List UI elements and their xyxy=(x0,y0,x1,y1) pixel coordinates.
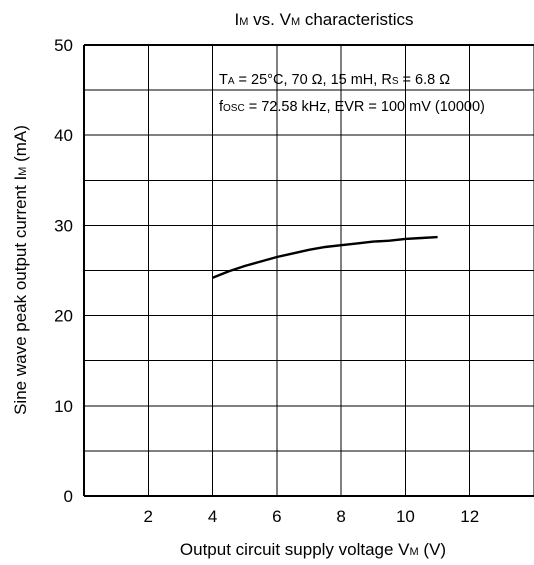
x-tick-label: 2 xyxy=(144,507,153,526)
y-tick-label: 50 xyxy=(54,36,73,55)
x-tick-label: 12 xyxy=(460,507,479,526)
annotation-line-1: TA = 25°C, 70 Ω, 15 mH, RS = 6.8 Ω xyxy=(219,72,450,88)
y-tick-label: 0 xyxy=(64,487,73,506)
y-tick-label: 10 xyxy=(54,397,73,416)
chart-title: IM vs. VM characteristics xyxy=(235,10,414,29)
grid xyxy=(84,44,534,496)
series xyxy=(212,235,438,279)
x-tick-label: 4 xyxy=(208,507,217,526)
y-axis-label: Sine wave peak output current IM (mA) xyxy=(11,125,30,415)
x-tick-label: 8 xyxy=(336,507,345,526)
annotation: TA = 25°C, 70 Ω, 15 mH, RS = 6.8 Ω fOSC =… xyxy=(219,72,485,115)
y-tick-label: 40 xyxy=(54,126,73,145)
x-tick-label: 10 xyxy=(396,507,415,526)
plot-frame xyxy=(83,44,534,497)
y-tick-labels: 0 10 20 30 40 50 xyxy=(54,36,73,506)
x-axis-label: Output circuit supply voltage VM (V) xyxy=(180,540,446,559)
x-tick-label: 6 xyxy=(272,507,281,526)
y-tick-label: 30 xyxy=(54,216,73,235)
annotation-line-2: fOSC = 72.58 kHz, EVR = 100 mV (10000) xyxy=(219,99,485,115)
series-line xyxy=(212,235,438,279)
x-tick-labels: 2 4 6 8 10 12 xyxy=(144,507,480,526)
y-tick-label: 20 xyxy=(54,307,73,326)
